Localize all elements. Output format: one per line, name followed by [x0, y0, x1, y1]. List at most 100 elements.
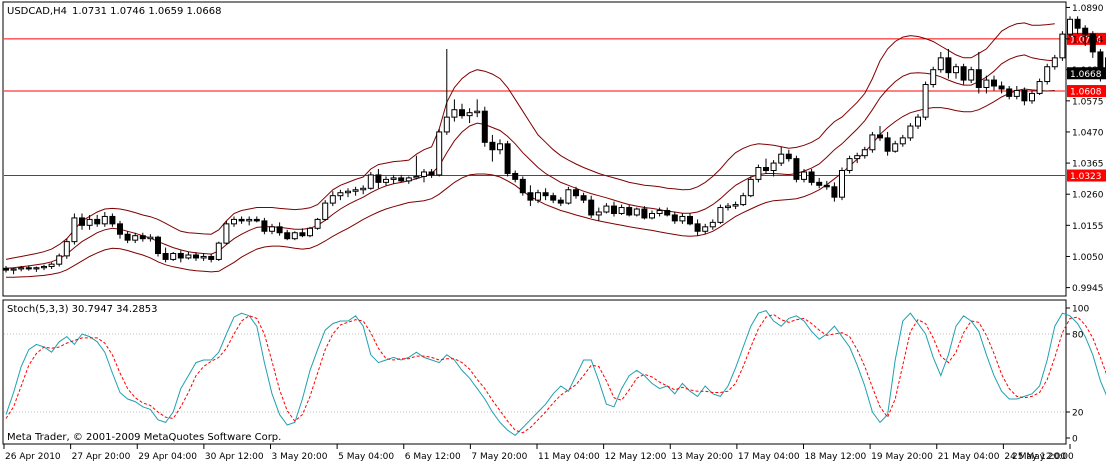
candle[interactable] — [18, 265, 25, 272]
candle[interactable] — [398, 174, 405, 183]
candle[interactable] — [656, 207, 663, 217]
candle[interactable] — [527, 185, 534, 207]
candle[interactable] — [968, 66, 975, 84]
candle[interactable] — [709, 219, 716, 230]
candle[interactable] — [869, 131, 876, 153]
candle[interactable] — [899, 134, 906, 147]
candle[interactable] — [611, 201, 617, 217]
candle[interactable] — [573, 186, 579, 199]
candle[interactable] — [991, 75, 997, 91]
candle[interactable] — [200, 253, 207, 261]
candle[interactable] — [253, 216, 260, 223]
candle[interactable] — [1082, 25, 1089, 46]
candle[interactable] — [291, 231, 298, 241]
candle[interactable] — [557, 197, 564, 207]
candle[interactable] — [489, 134, 496, 162]
candle[interactable] — [747, 176, 754, 198]
candle[interactable] — [109, 213, 116, 227]
candle[interactable] — [1059, 31, 1066, 61]
candle[interactable] — [892, 140, 899, 153]
candle[interactable] — [618, 204, 625, 215]
candle[interactable] — [345, 188, 351, 198]
candle[interactable] — [542, 188, 549, 201]
candle[interactable] — [580, 192, 587, 204]
candle[interactable] — [930, 66, 937, 88]
candle[interactable] — [687, 213, 693, 226]
candle[interactable] — [284, 229, 291, 241]
candle[interactable] — [375, 169, 382, 189]
candle[interactable] — [1029, 90, 1035, 104]
candle[interactable] — [975, 51, 982, 94]
candle[interactable] — [428, 169, 435, 178]
candle[interactable] — [1006, 86, 1013, 100]
candle[interactable] — [922, 81, 929, 121]
candle[interactable] — [474, 99, 481, 118]
candle[interactable] — [383, 176, 389, 186]
candle[interactable] — [86, 214, 93, 230]
candle[interactable] — [124, 231, 131, 244]
candle[interactable] — [215, 241, 222, 261]
candle[interactable] — [915, 114, 921, 129]
candle[interactable] — [633, 207, 640, 217]
candle[interactable] — [276, 222, 283, 236]
candle[interactable] — [177, 250, 184, 263]
candle[interactable] — [466, 108, 473, 124]
candle[interactable] — [246, 216, 253, 226]
candle[interactable] — [816, 177, 823, 189]
candle[interactable] — [337, 189, 344, 201]
candle[interactable] — [185, 252, 192, 260]
candle[interactable] — [945, 48, 952, 79]
candle[interactable] — [443, 48, 450, 135]
candle[interactable] — [861, 146, 868, 159]
candle[interactable] — [231, 216, 237, 227]
candle[interactable] — [504, 140, 511, 177]
candle[interactable] — [25, 265, 32, 271]
candle[interactable] — [679, 213, 686, 224]
candle[interactable] — [367, 171, 374, 190]
candle[interactable] — [1021, 87, 1028, 106]
candle[interactable] — [732, 201, 739, 210]
candle[interactable] — [162, 247, 169, 263]
candle[interactable] — [854, 152, 861, 164]
candle[interactable] — [132, 232, 139, 244]
candle[interactable] — [998, 81, 1005, 94]
candle[interactable] — [481, 106, 488, 147]
candle[interactable] — [1051, 54, 1058, 70]
candle[interactable] — [588, 195, 595, 218]
candle[interactable] — [459, 103, 465, 119]
candle[interactable] — [390, 174, 397, 184]
candle[interactable] — [770, 160, 777, 177]
candle[interactable] — [1074, 16, 1081, 35]
candle[interactable] — [413, 155, 420, 180]
candle[interactable] — [550, 192, 557, 204]
candle[interactable] — [147, 234, 154, 242]
candle[interactable] — [717, 204, 724, 224]
candle[interactable] — [1013, 86, 1020, 100]
candle[interactable] — [117, 220, 123, 239]
candle[interactable] — [603, 203, 610, 214]
candle[interactable] — [193, 252, 199, 261]
candle[interactable] — [702, 223, 709, 235]
candle[interactable] — [101, 211, 108, 227]
candle[interactable] — [1036, 78, 1043, 95]
candle[interactable] — [884, 131, 891, 156]
candle[interactable] — [436, 128, 443, 177]
candle[interactable] — [155, 235, 161, 257]
candle[interactable] — [322, 200, 329, 221]
candle[interactable] — [778, 146, 785, 167]
candle[interactable] — [223, 220, 230, 245]
candle[interactable] — [497, 139, 503, 155]
candle[interactable] — [299, 228, 306, 238]
candle[interactable] — [565, 186, 572, 205]
candle[interactable] — [937, 51, 944, 73]
candle[interactable] — [352, 186, 359, 196]
candle[interactable] — [763, 158, 769, 174]
candle[interactable] — [421, 169, 427, 183]
candle[interactable] — [238, 216, 245, 224]
candle[interactable] — [170, 252, 177, 261]
candle[interactable] — [626, 204, 633, 217]
candle[interactable] — [793, 155, 800, 183]
candle[interactable] — [269, 223, 275, 235]
candle[interactable] — [785, 149, 792, 162]
candle[interactable] — [907, 123, 914, 141]
